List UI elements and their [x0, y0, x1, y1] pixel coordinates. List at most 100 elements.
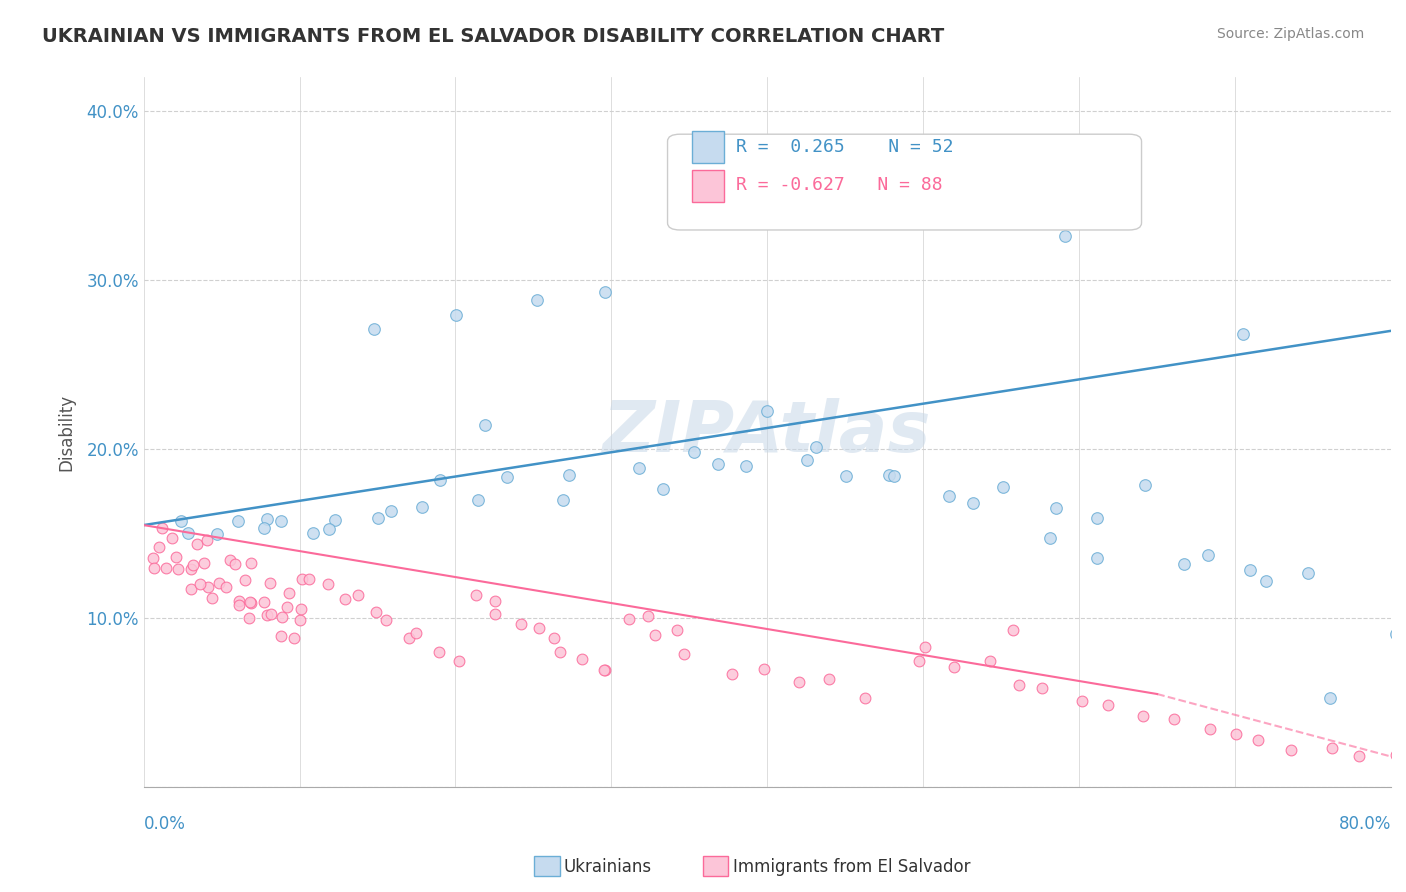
Point [593, 663, 616, 677]
Point [181, 558, 204, 572]
Point [619, 612, 641, 626]
Point [637, 608, 659, 623]
Point [427, 645, 450, 659]
Point [1135, 478, 1157, 492]
Point [186, 537, 208, 551]
Point [180, 582, 202, 597]
Point [682, 444, 704, 458]
Point [651, 482, 673, 496]
Point [239, 595, 262, 609]
Point [333, 592, 356, 607]
Point [253, 595, 276, 609]
Point [270, 628, 292, 642]
Point [1232, 326, 1254, 341]
Point [228, 515, 250, 529]
Point [323, 513, 346, 527]
Point [411, 500, 433, 515]
Point [290, 602, 312, 616]
Point [1197, 549, 1219, 563]
Point [188, 577, 211, 591]
Point [290, 613, 312, 627]
Point [238, 611, 260, 625]
Point [1008, 678, 1031, 692]
Point [148, 541, 170, 555]
Point [527, 621, 550, 635]
Point [207, 575, 229, 590]
Point [318, 576, 340, 591]
Bar [693, 130, 724, 162]
Point [201, 591, 224, 605]
Point [177, 525, 200, 540]
Point [510, 616, 533, 631]
Point [235, 573, 257, 587]
Point [914, 640, 936, 654]
Point [444, 308, 467, 322]
Point [1225, 727, 1247, 741]
Point [553, 493, 575, 508]
Point [756, 404, 779, 418]
Point [789, 675, 811, 690]
Point [1239, 563, 1261, 577]
Point [142, 550, 165, 565]
Point [942, 659, 965, 673]
Point [1296, 566, 1319, 581]
Point [429, 473, 451, 487]
Point [1054, 229, 1077, 244]
Point [276, 599, 298, 614]
Point [160, 531, 183, 545]
Point [239, 596, 262, 610]
Point [447, 654, 470, 668]
Bar [693, 169, 724, 202]
Point [1320, 741, 1343, 756]
Point [593, 285, 616, 300]
Point [465, 588, 488, 602]
Text: Source: ZipAtlas.com: Source: ZipAtlas.com [1216, 27, 1364, 41]
Point [571, 652, 593, 666]
Point [363, 321, 385, 335]
Point [1198, 722, 1220, 736]
Y-axis label: Disability: Disability [58, 393, 75, 471]
Point [558, 467, 581, 482]
Point [495, 469, 517, 483]
Point [318, 522, 340, 536]
Point [228, 598, 250, 612]
Point [1132, 709, 1154, 723]
Point [405, 626, 427, 640]
Point [484, 607, 506, 622]
FancyBboxPatch shape [668, 134, 1142, 230]
Point [256, 607, 278, 622]
Point [1071, 694, 1094, 708]
Point [291, 572, 314, 586]
Point [1385, 748, 1406, 763]
Point [240, 556, 263, 570]
Text: ZIPAtlas: ZIPAtlas [603, 398, 932, 467]
Text: Ukrainians: Ukrainians [564, 858, 652, 876]
Point [752, 662, 775, 676]
Point [912, 189, 935, 203]
Point [1246, 733, 1268, 747]
Point [260, 607, 283, 622]
Text: 80.0%: 80.0% [1339, 815, 1391, 833]
Point [993, 480, 1015, 494]
Point [380, 504, 402, 518]
Point [665, 623, 688, 637]
Text: Immigrants from El Salvador: Immigrants from El Salvador [733, 858, 970, 876]
Point [877, 468, 900, 483]
Point [796, 453, 818, 467]
Point [1045, 500, 1067, 515]
Point [165, 550, 187, 565]
Point [1173, 557, 1195, 571]
Point [818, 673, 841, 687]
Text: R =  0.265    N = 52: R = 0.265 N = 52 [737, 138, 953, 156]
Point [398, 631, 420, 645]
Point [256, 512, 278, 526]
Point [197, 580, 219, 594]
Point [253, 521, 276, 535]
Point [938, 489, 960, 503]
Point [143, 561, 166, 575]
Point [298, 572, 321, 586]
Point [1097, 698, 1119, 712]
Point [283, 631, 305, 645]
Point [806, 440, 828, 454]
Point [543, 631, 565, 645]
